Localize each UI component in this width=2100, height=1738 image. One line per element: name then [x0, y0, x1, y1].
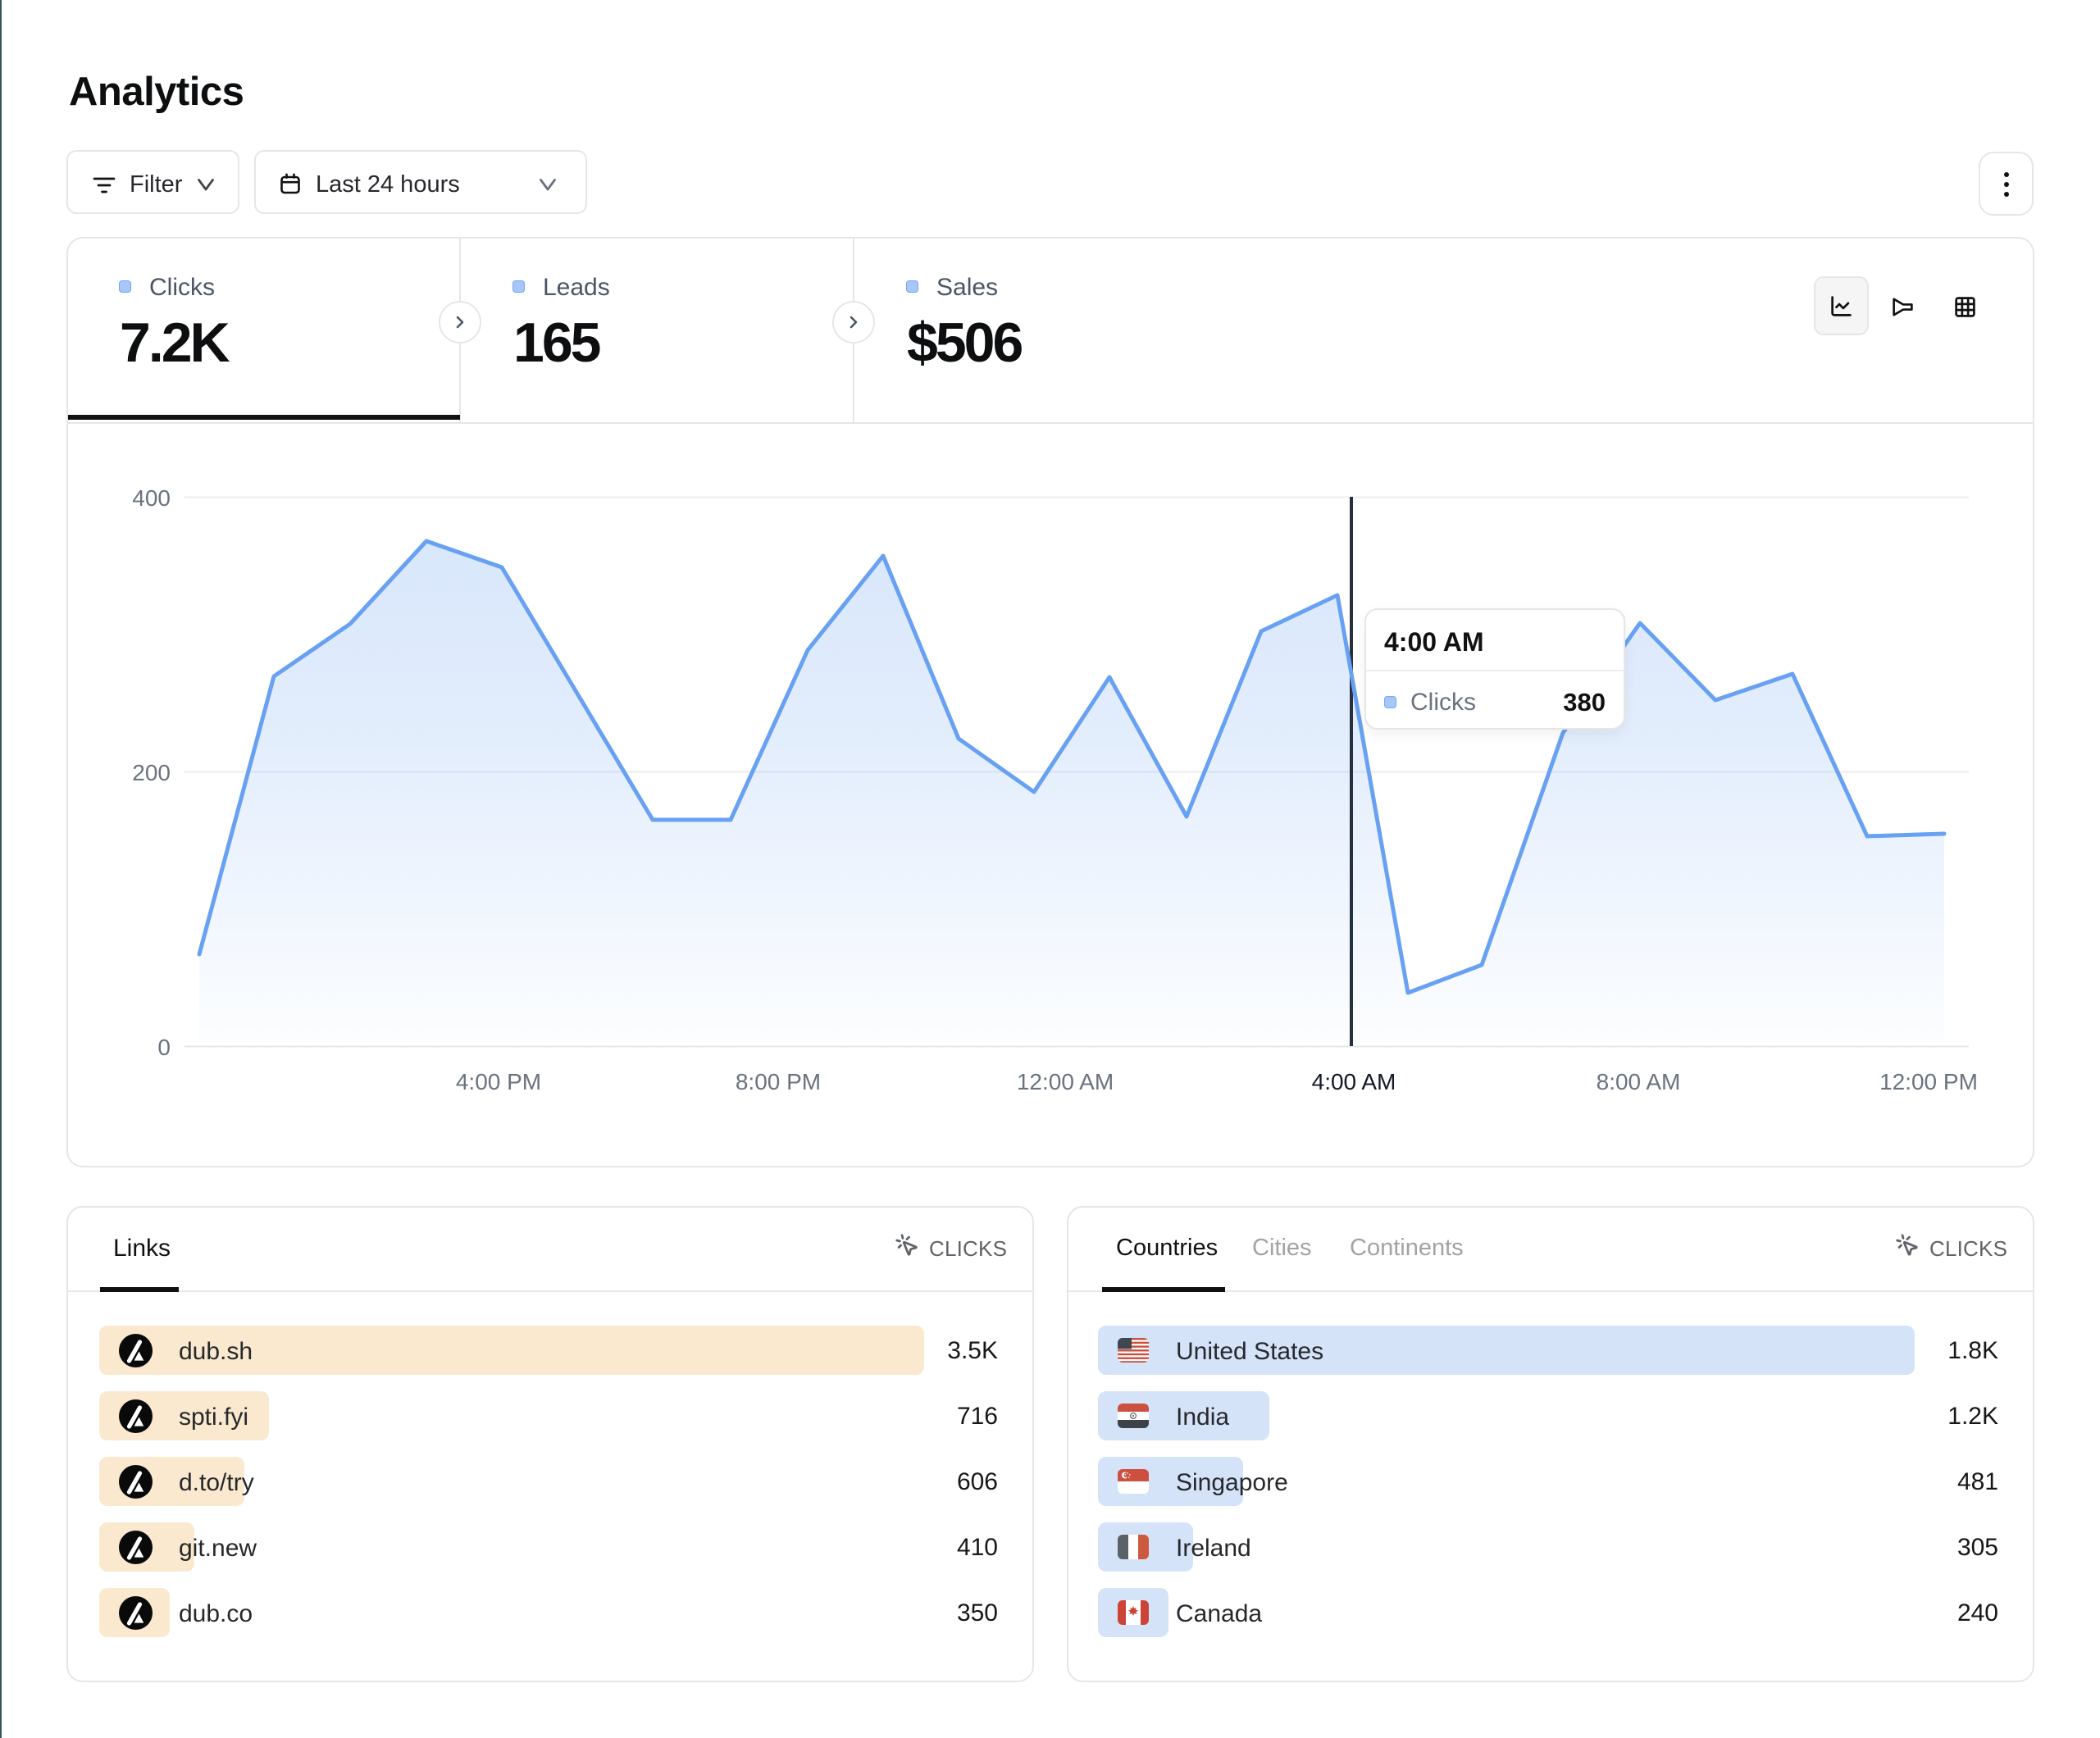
svg-text:4:00 PM: 4:00 PM: [456, 1069, 541, 1094]
svg-text:12:00 PM: 12:00 PM: [1879, 1069, 1978, 1094]
svg-text:200: 200: [132, 760, 171, 785]
svg-text:12:00 AM: 12:00 AM: [1017, 1069, 1114, 1094]
svg-text:8:00 AM: 8:00 AM: [1597, 1069, 1681, 1094]
svg-text:0: 0: [157, 1035, 171, 1060]
svg-text:400: 400: [132, 485, 171, 511]
svg-text:8:00 PM: 8:00 PM: [736, 1069, 821, 1094]
svg-text:4:00 AM: 4:00 AM: [1312, 1069, 1396, 1094]
